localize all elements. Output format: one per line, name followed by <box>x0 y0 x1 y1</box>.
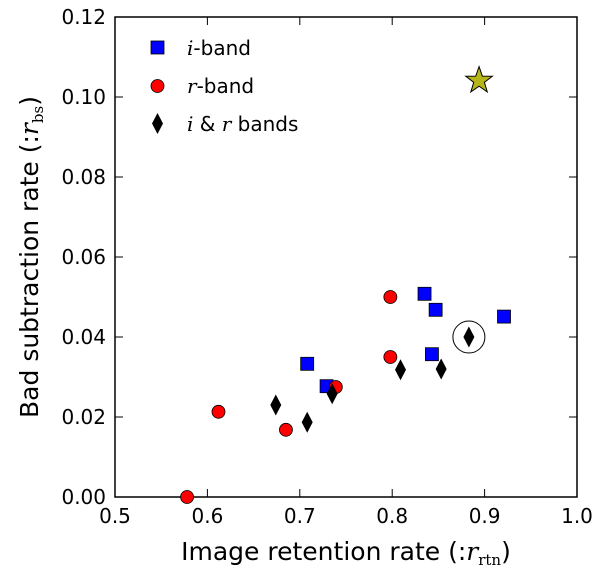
ir-bands-point <box>301 411 313 433</box>
r-band-point <box>180 490 194 504</box>
legend: i-band r-band i & r bands <box>150 36 298 136</box>
i-band-point <box>425 347 439 362</box>
y-axis-label-sub: bs <box>29 106 47 123</box>
x-axis-label: Image retention rate (:rrtn) <box>181 537 511 569</box>
x-axis-label-sub: rtn <box>478 551 501 569</box>
highlight-circle <box>452 320 486 354</box>
i-band-point <box>300 356 315 371</box>
legend-rest-bands: bands <box>231 112 298 136</box>
x-axis-label-var: r <box>466 537 480 566</box>
i-band-point <box>497 309 511 324</box>
x-tick-label: 0.6 <box>191 504 223 528</box>
r-band-point <box>383 350 398 364</box>
legend-mid-amp: & <box>193 112 221 136</box>
y-axis-label-var: r <box>15 121 44 135</box>
legend-var-r: r <box>187 74 198 98</box>
ir-bands-point <box>435 358 447 380</box>
i-band-point <box>428 302 443 317</box>
x-tick-label: 0.7 <box>284 504 316 528</box>
legend-var-i2: i <box>187 112 193 136</box>
ir-bands-point <box>270 394 282 416</box>
r-band-point <box>211 404 226 419</box>
y-axis-label-suffix: ) <box>15 96 44 106</box>
legend-rest-r: -band <box>197 74 255 98</box>
r-band-point <box>279 422 293 437</box>
legend-label-r-band: r-band <box>187 74 254 98</box>
legend-label-i-band: i-band <box>187 36 251 60</box>
i-band-point <box>417 286 432 301</box>
legend-rest-i: -band <box>193 36 251 60</box>
x-axis-label-prefix: Image retention rate (: <box>181 537 466 566</box>
y-tick-label: 0.00 <box>61 485 106 509</box>
r-band-point <box>383 290 398 304</box>
legend-var-r2: r <box>222 112 233 136</box>
x-tick-label: 0.8 <box>376 504 408 528</box>
data-marks <box>180 65 511 504</box>
legend-marker-ir-bands <box>152 113 163 134</box>
y-tick-label: 0.10 <box>61 85 106 109</box>
star-marker <box>464 65 494 94</box>
x-tick-label: 0.9 <box>469 504 501 528</box>
y-tick-label: 0.06 <box>61 245 106 269</box>
ir-bands-point <box>395 359 407 381</box>
plot-area <box>114 16 578 498</box>
axis-ticks: 0.5 0.6 0.7 0.8 0.9 1.0 0.00 0.02 0.04 0.06 0.08 0.… <box>61 5 592 528</box>
y-tick-label: 0.04 <box>61 325 106 349</box>
y-tick-label: 0.12 <box>61 5 106 29</box>
x-axis-label-suffix: ) <box>501 537 511 566</box>
ir-bands-point <box>326 383 338 405</box>
x-tick-label: 1.0 <box>561 504 593 528</box>
x-tick-label: 0.5 <box>99 504 131 528</box>
y-tick-label: 0.08 <box>61 165 106 189</box>
legend-marker-i-band <box>150 40 165 55</box>
y-tick-label: 0.02 <box>61 405 106 429</box>
legend-var-i: i <box>187 36 193 60</box>
y-axis-label: Bad subtraction rate (:rbs) <box>15 96 47 418</box>
legend-marker-r-band <box>150 79 165 93</box>
legend-label-ir-bands: i & r bands <box>187 112 298 136</box>
ir-bands-point <box>463 326 475 348</box>
y-axis-label-prefix: Bad subtraction rate (: <box>15 135 44 418</box>
